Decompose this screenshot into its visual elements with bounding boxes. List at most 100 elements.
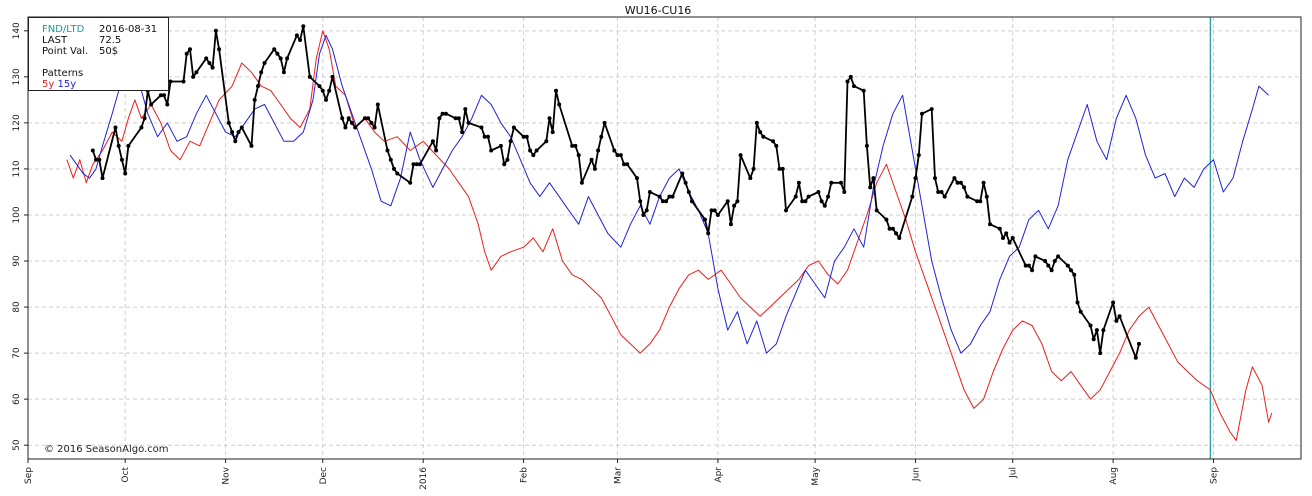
data-point xyxy=(864,143,869,148)
data-point xyxy=(1004,231,1009,236)
data-point xyxy=(1056,254,1061,259)
data-point xyxy=(664,199,669,204)
fnd-row: FND/LTD 2016-08-31 xyxy=(42,24,168,35)
data-point xyxy=(307,74,312,79)
series-line-15y xyxy=(69,34,1269,354)
data-point xyxy=(670,194,675,199)
data-point xyxy=(298,38,303,42)
point-value-label: Point Val. xyxy=(42,46,89,57)
patterns-legend: 5y 15y xyxy=(42,79,168,90)
data-point xyxy=(165,102,170,107)
data-point xyxy=(213,28,218,33)
data-point xyxy=(800,199,805,204)
data-point xyxy=(748,176,753,181)
data-point xyxy=(544,139,549,144)
y-tick-label: 70 xyxy=(12,347,22,359)
data-point xyxy=(861,88,866,93)
data-point xyxy=(690,199,694,204)
y-tick-label: 80 xyxy=(12,301,22,313)
data-point xyxy=(1075,300,1080,305)
data-point xyxy=(489,148,494,153)
data-point xyxy=(272,47,277,52)
data-point xyxy=(774,143,779,148)
data-point xyxy=(984,194,989,199)
data-point xyxy=(1098,351,1103,356)
data-point xyxy=(502,162,507,167)
data-point xyxy=(460,130,465,135)
data-point xyxy=(641,213,646,217)
data-point xyxy=(647,190,652,194)
data-point xyxy=(758,130,763,135)
data-point xyxy=(366,116,371,121)
data-point xyxy=(975,199,980,204)
data-point xyxy=(735,199,740,204)
data-point xyxy=(443,111,448,116)
data-point xyxy=(1088,323,1093,328)
x-tick-label: Oct xyxy=(121,467,131,483)
data-point xyxy=(256,84,260,89)
data-point xyxy=(327,88,332,93)
data-point xyxy=(933,176,937,181)
data-point xyxy=(962,185,967,190)
data-point xyxy=(826,194,831,199)
data-point xyxy=(916,153,921,158)
data-point xyxy=(1030,268,1035,273)
data-point xyxy=(414,162,419,167)
data-point xyxy=(939,190,944,194)
plot-area xyxy=(28,17,1301,459)
data-point xyxy=(868,185,873,190)
data-point xyxy=(375,102,380,107)
x-tick-label: Jul xyxy=(1009,467,1019,479)
data-point xyxy=(1069,268,1073,273)
data-point xyxy=(217,47,222,52)
data-point xyxy=(1117,314,1122,319)
data-point xyxy=(149,102,154,107)
data-point xyxy=(417,162,422,167)
data-point xyxy=(294,33,299,38)
data-point xyxy=(1111,300,1116,305)
data-point xyxy=(913,176,918,181)
data-point xyxy=(845,79,850,84)
data-point xyxy=(602,120,607,125)
data-point xyxy=(1007,240,1012,245)
data-point xyxy=(1052,259,1057,263)
x-tick-label: Mar xyxy=(614,467,624,484)
data-point xyxy=(884,217,889,222)
data-point xyxy=(343,125,348,130)
data-point xyxy=(168,79,173,84)
y-tick-label: 120 xyxy=(12,114,22,131)
y-tick-label: 100 xyxy=(12,206,22,223)
data-point xyxy=(385,148,390,153)
data-point xyxy=(440,111,445,116)
patterns-label: Patterns xyxy=(42,68,84,79)
data-point xyxy=(184,51,189,56)
data-point xyxy=(942,194,947,199)
data-point xyxy=(554,88,558,93)
data-point xyxy=(226,120,231,125)
data-point xyxy=(505,157,510,162)
x-tick-label: Sep xyxy=(24,467,34,484)
data-point xyxy=(887,226,892,231)
data-point xyxy=(453,116,458,121)
data-point xyxy=(988,222,992,227)
data-point xyxy=(340,116,345,121)
data-point xyxy=(1049,268,1054,273)
data-point xyxy=(281,70,286,75)
x-tick-label: May xyxy=(811,466,821,485)
fnd-label: FND/LTD xyxy=(42,24,85,35)
data-point xyxy=(528,148,533,153)
data-point xyxy=(615,153,620,158)
data-point xyxy=(1133,355,1138,360)
y-tick-label: 90 xyxy=(12,255,22,267)
data-point xyxy=(119,157,124,162)
data-point xyxy=(780,166,785,171)
data-point xyxy=(521,134,526,139)
data-point xyxy=(715,213,720,217)
data-point xyxy=(194,70,199,75)
data-point xyxy=(667,194,672,199)
data-point xyxy=(894,231,899,236)
data-point xyxy=(997,226,1002,231)
data-point xyxy=(324,97,328,102)
data-point xyxy=(94,157,98,162)
